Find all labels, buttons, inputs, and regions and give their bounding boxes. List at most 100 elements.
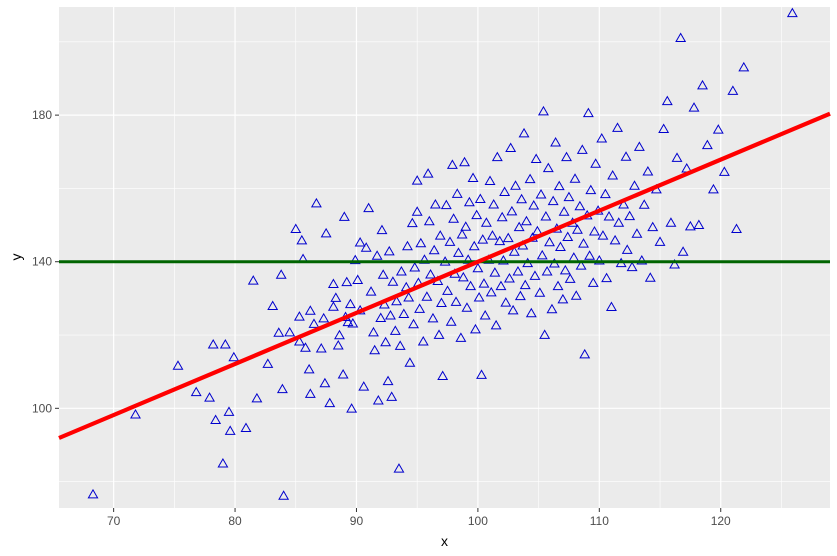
- data-point: [677, 246, 689, 256]
- data-point: [500, 297, 512, 307]
- data-point: [620, 151, 632, 161]
- data-point: [275, 269, 287, 279]
- data-point: [688, 102, 700, 112]
- data-point: [354, 237, 366, 247]
- data-point: [544, 236, 555, 247]
- data-point: [463, 196, 475, 207]
- data-point: [564, 273, 576, 283]
- data-point: [658, 123, 670, 133]
- data-point: [585, 184, 597, 195]
- data-point: [536, 249, 548, 260]
- data-point: [633, 141, 645, 151]
- data-point: [618, 198, 630, 209]
- data-point: [506, 205, 518, 216]
- data-point: [358, 381, 370, 391]
- data-point: [571, 224, 583, 234]
- data-point: [497, 255, 509, 265]
- data-point: [707, 183, 719, 194]
- data-point: [516, 193, 528, 204]
- data-point: [461, 302, 473, 312]
- data-point: [579, 348, 591, 359]
- data-point: [474, 193, 486, 203]
- data-point: [631, 228, 643, 238]
- red-regression-line: [58, 111, 831, 440]
- data-point: [219, 338, 231, 349]
- data-point: [456, 228, 468, 239]
- data-point: [514, 290, 526, 301]
- data-point: [324, 397, 336, 408]
- data-point: [562, 231, 574, 242]
- data-point: [520, 215, 532, 226]
- data-point: [411, 206, 423, 216]
- data-point: [542, 162, 554, 173]
- x-tick-label: 100: [468, 514, 488, 528]
- data-point: [457, 271, 469, 282]
- data-point: [541, 266, 553, 276]
- data-point: [553, 180, 565, 191]
- data-point: [484, 175, 496, 185]
- data-point: [360, 242, 372, 252]
- data-point: [494, 235, 506, 246]
- x-axis-ticks: 70 80 90 100 110 120: [107, 508, 731, 528]
- data-point: [393, 463, 405, 473]
- data-point: [485, 286, 497, 297]
- data-point: [675, 32, 687, 43]
- data-point: [394, 340, 406, 350]
- data-point: [319, 377, 331, 388]
- data-point: [535, 189, 547, 199]
- data-point: [596, 132, 608, 143]
- data-point: [207, 338, 219, 349]
- data-point: [626, 261, 638, 272]
- data-point: [130, 408, 141, 419]
- data-point: [318, 312, 330, 323]
- data-point: [411, 175, 423, 185]
- data-point: [247, 275, 259, 285]
- data-point: [228, 351, 240, 362]
- data-point: [346, 403, 358, 413]
- data-point: [423, 215, 435, 226]
- data-point: [582, 107, 594, 118]
- data-point: [524, 173, 536, 184]
- data-point: [217, 458, 229, 468]
- data-point: [467, 172, 479, 183]
- data-point: [510, 180, 521, 190]
- data-point: [496, 211, 508, 222]
- data-point: [363, 202, 375, 213]
- data-point: [540, 211, 552, 221]
- data-point: [395, 266, 407, 276]
- data-point: [276, 383, 288, 394]
- data-point: [450, 296, 462, 306]
- data-point: [446, 159, 458, 169]
- data-point: [613, 217, 625, 227]
- data-point: [505, 142, 517, 153]
- data-point: [490, 319, 502, 330]
- data-point: [327, 278, 339, 288]
- data-point: [669, 259, 681, 269]
- data-point: [172, 360, 184, 370]
- data-point: [561, 151, 572, 162]
- data-point: [224, 425, 236, 435]
- data-point: [334, 329, 345, 340]
- data-point: [380, 336, 392, 347]
- data-point: [460, 221, 472, 231]
- data-point: [377, 269, 389, 279]
- data-point: [559, 264, 571, 275]
- data-point: [452, 247, 464, 257]
- data-point: [434, 230, 446, 240]
- data-point: [671, 152, 683, 162]
- data-point: [371, 250, 383, 260]
- data-point: [338, 211, 350, 221]
- data-point: [210, 414, 222, 424]
- data-point: [513, 221, 525, 232]
- grid-minor: [59, 7, 830, 508]
- data-point: [310, 197, 322, 208]
- data-point: [554, 241, 566, 251]
- data-point: [391, 295, 403, 306]
- data-point: [512, 266, 524, 276]
- data-point: [240, 422, 252, 433]
- data-point: [469, 323, 481, 334]
- data-point: [477, 234, 489, 244]
- data-point: [290, 223, 302, 233]
- data-point: [386, 391, 398, 401]
